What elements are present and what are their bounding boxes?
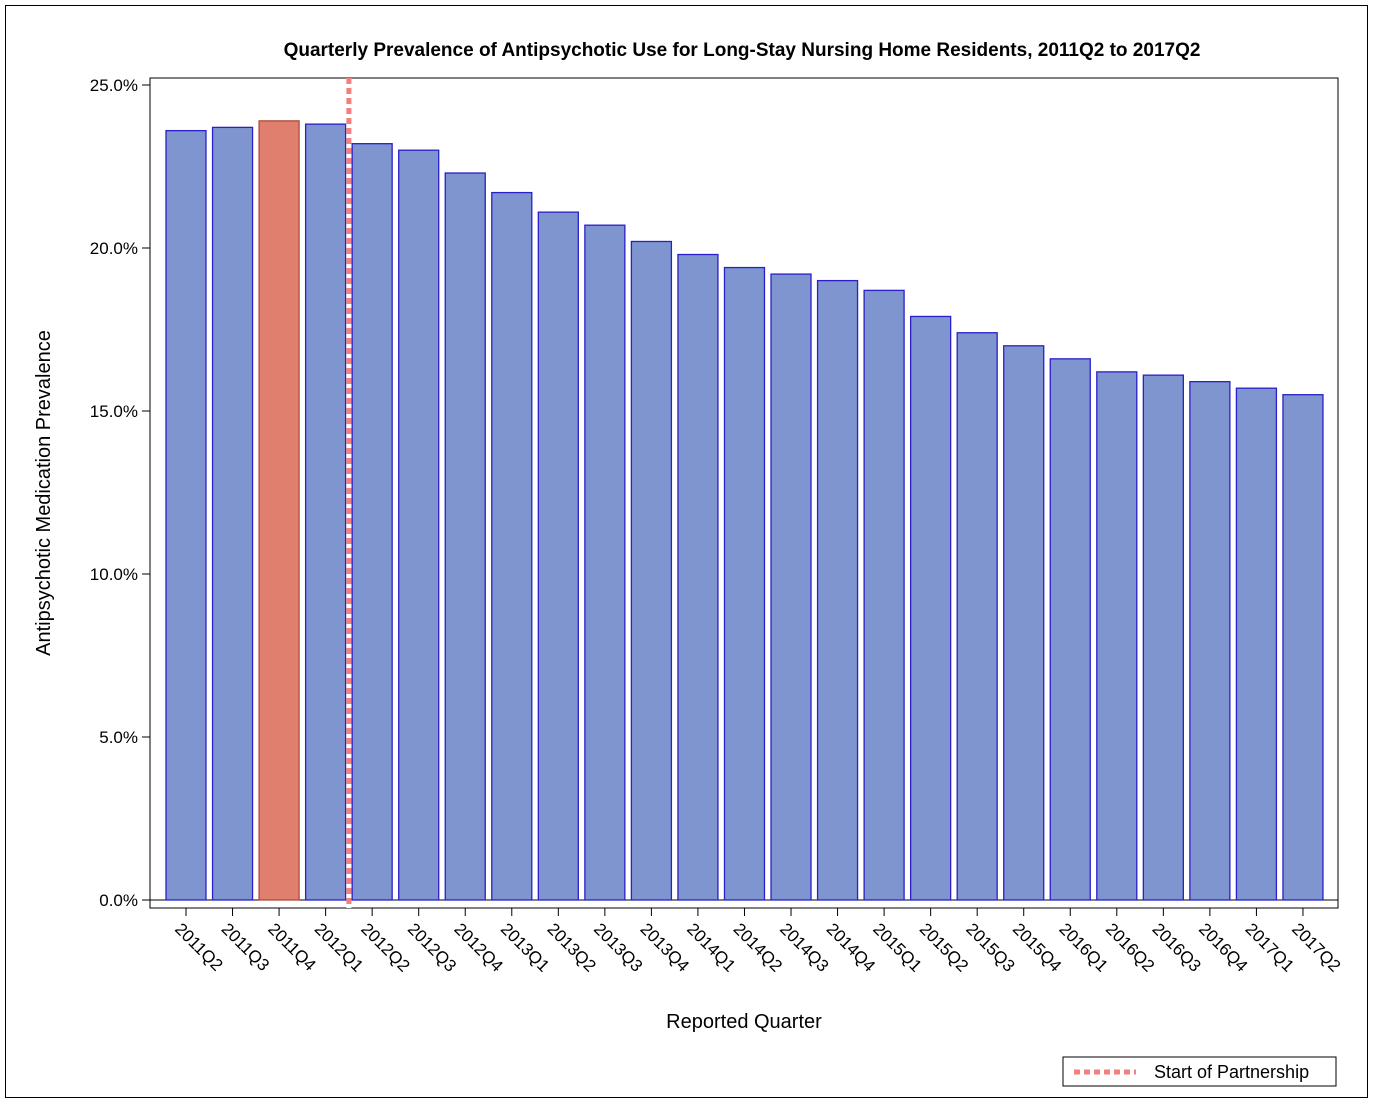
y-tick-label: 15.0% xyxy=(90,402,138,421)
bar-2012q3 xyxy=(398,149,440,901)
x-tick-label-2014q1: 2014Q1 xyxy=(683,919,739,975)
bar-2015q2 xyxy=(909,315,952,901)
bars xyxy=(165,120,1324,901)
bar-2014q1 xyxy=(677,253,719,901)
legend: Start of Partnership xyxy=(1062,1056,1337,1087)
bar-2011q4 xyxy=(258,120,300,901)
x-tick-label-2015q1: 2015Q1 xyxy=(869,919,925,975)
x-tick-label-2012q2: 2012Q2 xyxy=(357,919,413,975)
x-tick-label-2012q1: 2012Q1 xyxy=(311,919,367,975)
bar-2016q2 xyxy=(1096,371,1138,901)
bar-2017q2 xyxy=(1282,394,1324,901)
y-tick-label: 20.0% xyxy=(90,239,138,258)
y-tick-label: 0.0% xyxy=(99,891,138,910)
bar-2016q1 xyxy=(1049,358,1091,901)
bar-2012q4 xyxy=(444,172,486,901)
bar-2013q2 xyxy=(537,211,579,901)
bar-2013q1 xyxy=(491,191,533,901)
x-tick-label-2013q1: 2013Q1 xyxy=(497,919,553,975)
bar-2015q4 xyxy=(1003,345,1045,901)
chart-frame: Quarterly Prevalence of Antipsychotic Us… xyxy=(5,5,1368,1098)
y-tick-label: 10.0% xyxy=(90,565,138,584)
y-axis: 0.0% 5.0% 10.0% 15.0% 20.0% 25.0% xyxy=(90,76,1338,910)
bar-2016q4 xyxy=(1189,381,1231,901)
bar-2011q3 xyxy=(211,126,254,901)
x-tick-label-2013q3: 2013Q3 xyxy=(590,919,646,975)
bar-2012q2 xyxy=(351,143,393,901)
bar-2013q4 xyxy=(630,240,673,901)
x-tick-label-2011q2: 2011Q2 xyxy=(171,919,226,974)
x-axis: 2011Q22011Q32011Q42012Q12012Q22012Q32012… xyxy=(171,908,1344,976)
x-tick-label-2014q4: 2014Q4 xyxy=(823,919,879,975)
x-tick-label-2012q3: 2012Q3 xyxy=(404,919,460,975)
x-tick-label-2011q4: 2011Q4 xyxy=(264,919,319,974)
y-tick-label: 25.0% xyxy=(90,76,138,95)
x-tick-label-2011q3: 2011Q3 xyxy=(218,919,273,974)
bar-2011q2 xyxy=(165,129,207,901)
x-tick-label-2012q4: 2012Q4 xyxy=(450,919,506,975)
bar-2016q3 xyxy=(1142,374,1184,901)
x-axis-label: Reported Quarter xyxy=(666,1011,822,1033)
bar-2014q3 xyxy=(770,273,812,901)
x-tick-label-2015q4: 2015Q4 xyxy=(1009,919,1065,975)
bar-2012q1 xyxy=(304,123,347,901)
bar-chart: Quarterly Prevalence of Antipsychotic Us… xyxy=(33,40,1344,1087)
x-tick-label-2016q4: 2016Q4 xyxy=(1195,919,1251,975)
bar-2014q4 xyxy=(816,279,859,901)
x-tick-label-2016q1: 2016Q1 xyxy=(1055,919,1111,975)
x-tick-label-2015q3: 2015Q3 xyxy=(962,919,1018,975)
bar-2014q2 xyxy=(723,266,766,901)
bar-2017q1 xyxy=(1235,387,1278,901)
bar-2015q1 xyxy=(863,289,905,901)
chart-title: Quarterly Prevalence of Antipsychotic Us… xyxy=(284,40,1201,61)
y-tick-label: 5.0% xyxy=(99,728,138,747)
x-tick-label-2014q2: 2014Q2 xyxy=(730,919,786,975)
y-axis-label: Antipsychotic Medication Prevalence xyxy=(33,330,55,656)
x-tick-label-2014q3: 2014Q3 xyxy=(776,919,832,975)
x-tick-label-2016q3: 2016Q3 xyxy=(1149,919,1205,975)
x-tick-label-2013q2: 2013Q2 xyxy=(543,919,599,975)
x-tick-label-2016q2: 2016Q2 xyxy=(1102,919,1158,975)
x-tick-label-2017q1: 2017Q1 xyxy=(1242,919,1298,975)
legend-label-start-of-partnership: Start of Partnership xyxy=(1154,1062,1309,1082)
x-tick-label-2013q4: 2013Q4 xyxy=(637,919,693,975)
x-tick-label-2017q2: 2017Q2 xyxy=(1288,919,1344,975)
bar-2015q3 xyxy=(956,332,998,901)
x-tick-label-2015q2: 2015Q2 xyxy=(916,919,972,975)
bar-2013q3 xyxy=(584,224,626,901)
